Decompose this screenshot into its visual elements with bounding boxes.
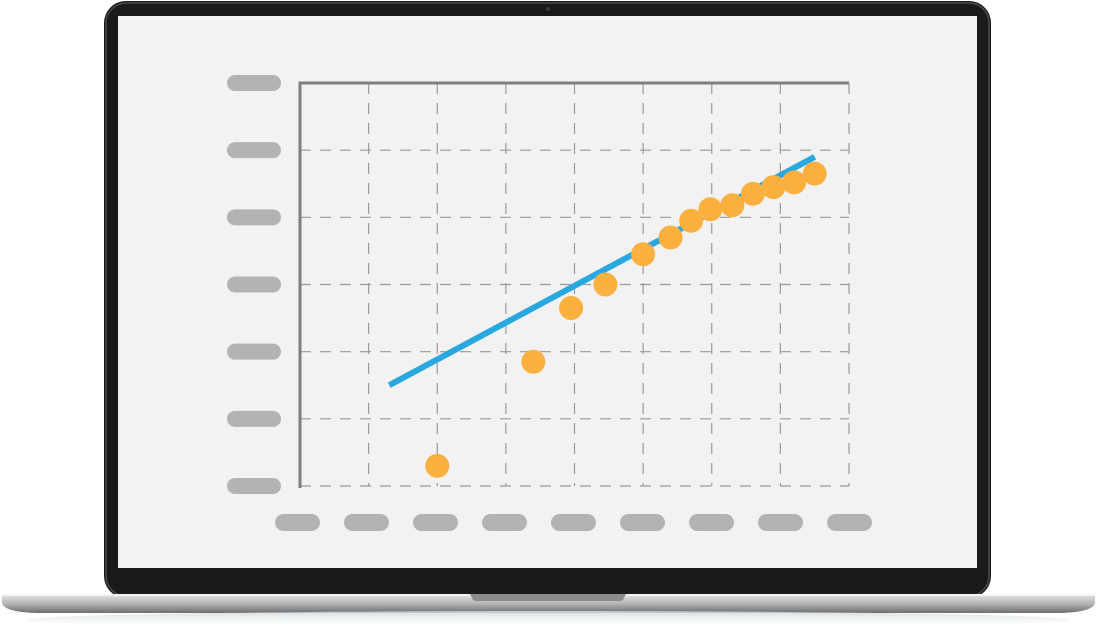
scatter-point (425, 453, 450, 478)
x-tick-label-placeholder (482, 514, 527, 531)
scatter-point (740, 181, 765, 206)
scatter-point (658, 225, 683, 250)
y-tick-label-placeholder (227, 276, 281, 293)
x-tick-label-placeholder (413, 514, 458, 531)
chart-grid (300, 83, 850, 487)
scatter-point (698, 197, 723, 222)
y-tick-label-placeholder (227, 142, 281, 159)
scatter-point (559, 296, 584, 321)
scatter-point (679, 208, 704, 233)
scatter-points (425, 161, 827, 478)
laptop-shadow (28, 611, 1068, 629)
scatter-point (782, 170, 807, 195)
trackpad-notch (470, 594, 626, 601)
x-tick-label-placeholder (620, 514, 665, 531)
x-tick-label-placeholder (551, 514, 596, 531)
y-tick-labels (227, 75, 281, 494)
y-tick-label-placeholder (227, 343, 281, 360)
scatter-point (631, 242, 656, 267)
scatter-point (802, 161, 827, 186)
scatter-chart (227, 75, 872, 531)
x-tick-label-placeholder (689, 514, 734, 531)
x-tick-label-placeholder (827, 514, 872, 531)
y-tick-label-placeholder (227, 75, 281, 91)
y-tick-label-placeholder (227, 410, 281, 427)
x-tick-labels (275, 514, 872, 531)
y-tick-label-placeholder (227, 478, 281, 494)
laptop-base (2, 594, 1095, 613)
x-tick-label-placeholder (344, 514, 389, 531)
scatter-point (720, 193, 745, 218)
scatter-point (593, 272, 618, 297)
x-tick-label-placeholder (758, 514, 803, 531)
scatter-point (521, 349, 546, 374)
y-tick-label-placeholder (227, 209, 281, 226)
camera-icon (546, 7, 550, 11)
x-tick-label-placeholder (275, 514, 320, 531)
scatter-point (761, 175, 786, 200)
chart-axes (298, 81, 849, 488)
